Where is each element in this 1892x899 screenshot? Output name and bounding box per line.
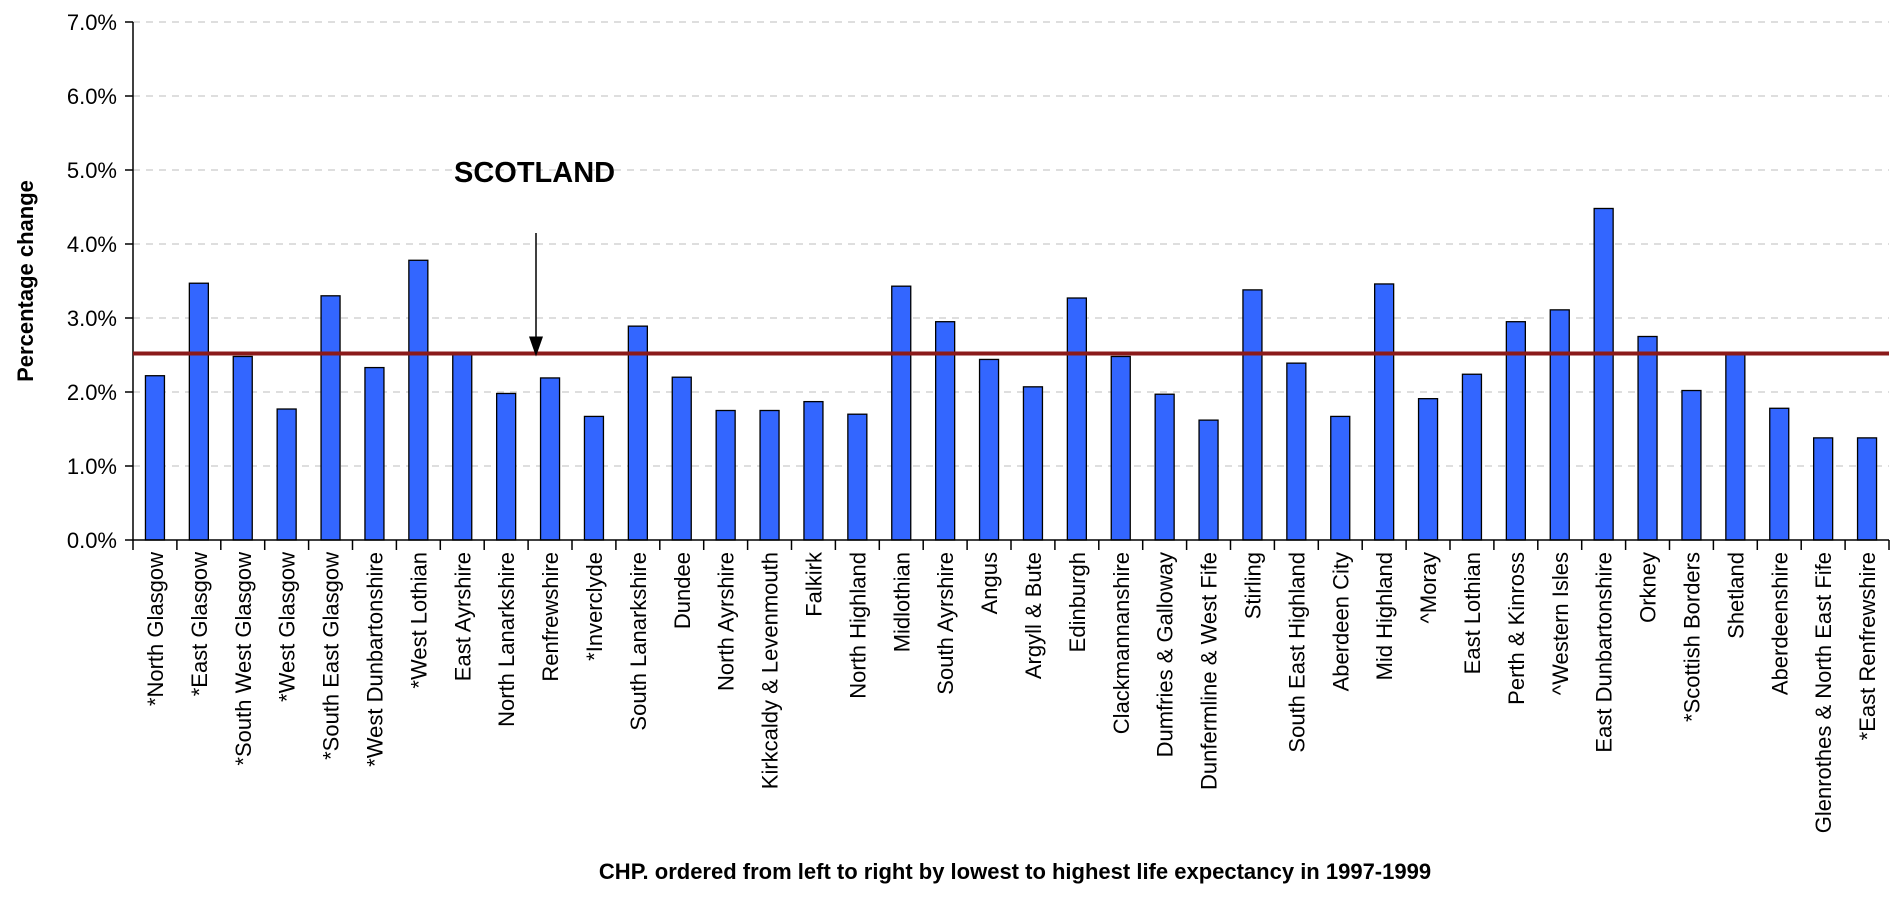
x-tick-label: North Highland	[845, 552, 870, 699]
bar	[1856, 437, 1878, 541]
bar	[1813, 437, 1834, 541]
bar	[715, 409, 736, 541]
x-tick-label: ^Western Isles	[1548, 552, 1573, 695]
bar	[539, 377, 561, 541]
x-tick-label: *North Glasgow	[143, 552, 168, 706]
x-tick-label: Orkney	[1636, 552, 1661, 623]
x-tick-label: ^Moray	[1416, 552, 1441, 623]
bar	[452, 352, 473, 541]
scotland-arrow-head	[529, 336, 543, 357]
bar	[1725, 352, 1746, 541]
bar	[1549, 309, 1570, 541]
x-tick-label: *West Dunbartonshire	[362, 552, 387, 767]
y-tick-label: 7.0%	[67, 10, 117, 35]
bar	[1681, 389, 1702, 541]
bar	[1198, 419, 1219, 541]
x-tick-label: Aberdeenshire	[1767, 552, 1792, 695]
y-tick-label: 1.0%	[67, 454, 117, 479]
x-tick-label: *South West Glasgow	[231, 552, 256, 766]
x-tick-label: North Lanarkshire	[494, 552, 519, 727]
x-tick-label: South Ayrshire	[933, 552, 958, 695]
bar	[671, 376, 692, 541]
bar	[583, 415, 605, 541]
bar	[1330, 415, 1351, 541]
x-axis-ticks: *North Glasgow *East Glasgow *South West G…	[132, 540, 1890, 833]
x-tick-label: Perth & Kinross	[1504, 552, 1529, 705]
bar	[1286, 362, 1307, 541]
bar	[847, 413, 868, 541]
bar	[1593, 207, 1614, 541]
bar	[803, 400, 824, 541]
x-tick-label: Falkirk	[801, 551, 826, 617]
x-tick-label: East Dunbartonshire	[1592, 552, 1617, 753]
x-tick-label: Dunfermline & West Fife	[1197, 552, 1222, 790]
bars	[144, 207, 1878, 541]
x-tick-label: East Lothian	[1460, 552, 1485, 674]
x-tick-label: *West Glasgow	[275, 552, 300, 702]
y-axis-ticks: 0.0% 1.0% 2.0% 3.0% 4.0% 5.0% 6.0% 7.0%	[67, 10, 133, 553]
y-tick-label: 0.0%	[67, 528, 117, 553]
bar	[364, 366, 385, 541]
y-tick-label: 6.0%	[67, 84, 117, 109]
bar	[1417, 398, 1439, 541]
x-tick-label: *Inverclyde	[582, 552, 607, 661]
bar	[188, 282, 210, 541]
bar	[627, 325, 648, 541]
bar	[1110, 355, 1131, 541]
x-tick-label: Stirling	[1240, 552, 1265, 619]
bar	[759, 409, 780, 541]
bar	[232, 355, 253, 541]
x-tick-label: Mid Highland	[1372, 552, 1397, 680]
x-tick-label: Angus	[977, 552, 1002, 614]
x-tick-label: Shetland	[1723, 552, 1748, 639]
bar	[495, 392, 517, 541]
x-tick-label: South East Highland	[1284, 552, 1309, 753]
x-tick-label: *South East Glasgow	[319, 552, 344, 760]
bar	[1022, 386, 1044, 541]
x-tick-label: Edinburgh	[1065, 552, 1090, 652]
bar	[320, 295, 341, 541]
bar	[1066, 297, 1087, 541]
bar	[1461, 373, 1483, 541]
x-tick-label: *West Lothian	[406, 552, 431, 689]
x-tick-label: Dundee	[670, 552, 695, 629]
bar	[1769, 407, 1790, 541]
bar	[1374, 283, 1395, 541]
x-tick-label: North Ayrshire	[714, 552, 739, 691]
x-tick-label: Renfrewshire	[538, 552, 563, 682]
bar	[144, 375, 166, 541]
x-tick-label: Argyll & Bute	[1021, 552, 1046, 679]
x-tick-label: Clackmannanshire	[1109, 552, 1134, 734]
x-tick-label: South Lanarkshire	[626, 552, 651, 731]
x-tick-label: Dumfries & Galloway	[1153, 552, 1178, 757]
x-tick-label: East Ayrshire	[450, 552, 475, 681]
scotland-reference: SCOTLAND	[133, 157, 1889, 357]
bar	[978, 358, 1000, 541]
bar	[1154, 393, 1175, 541]
y-tick-label: 5.0%	[67, 158, 117, 183]
y-tick-label: 2.0%	[67, 380, 117, 405]
x-axis-title: CHP. ordered from left to right by lowes…	[599, 859, 1431, 884]
bar	[1637, 335, 1658, 541]
x-tick-label: Midlothian	[889, 552, 914, 652]
y-tick-label: 3.0%	[67, 306, 117, 331]
bar	[1242, 289, 1263, 541]
x-tick-label: Aberdeen City	[1328, 552, 1353, 691]
y-tick-label: 4.0%	[67, 232, 117, 257]
gridlines	[133, 21, 1889, 467]
x-tick-label: *Scottish Borders	[1679, 552, 1704, 722]
bar	[891, 285, 912, 541]
x-tick-label: Kirkcaldy & Levenmouth	[758, 552, 783, 789]
bar	[276, 408, 297, 541]
x-tick-label: Glenrothes & North East Fife	[1811, 552, 1836, 833]
scotland-annotation: SCOTLAND	[454, 157, 615, 189]
y-axis-title: Percentage change	[13, 180, 38, 382]
x-tick-label: *East Glasgow	[187, 552, 212, 696]
bar	[408, 259, 429, 541]
x-tick-label: *East Renfrewshire	[1855, 552, 1880, 740]
